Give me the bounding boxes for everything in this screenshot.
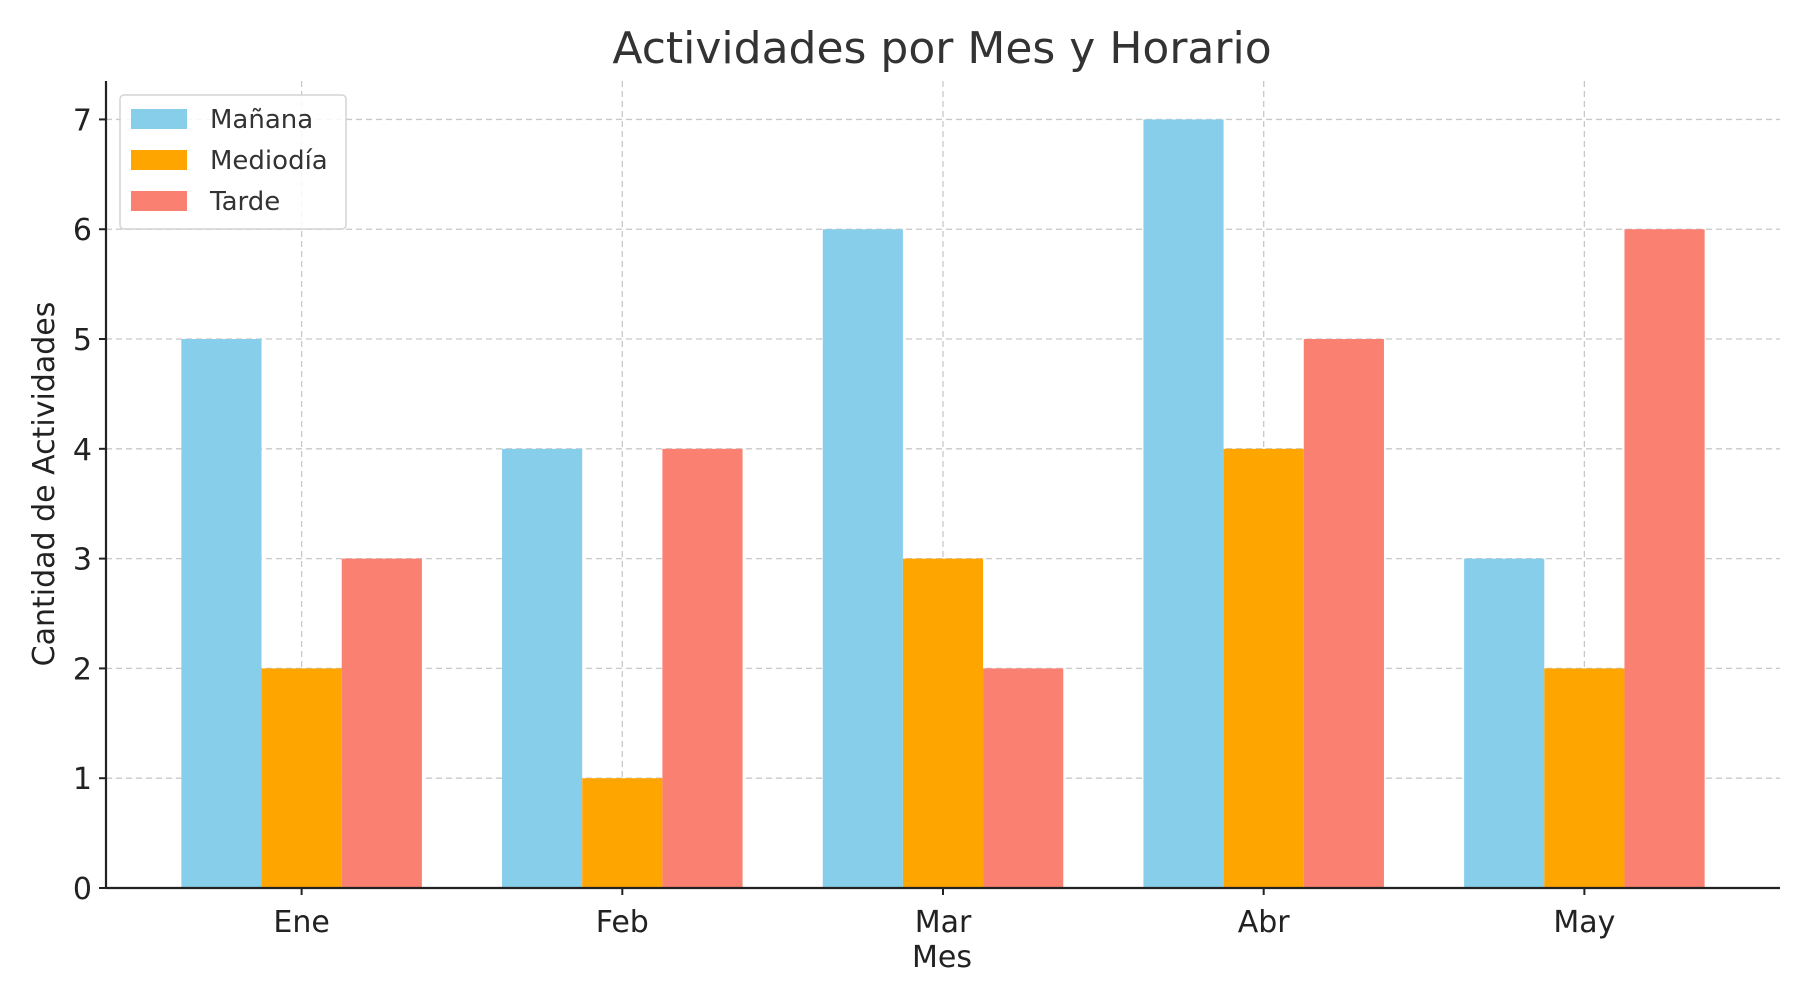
bar bbox=[341, 558, 422, 888]
bar bbox=[582, 778, 663, 888]
bar bbox=[1544, 668, 1625, 888]
legend-swatch bbox=[131, 150, 187, 170]
y-tick-label: 2 bbox=[73, 652, 92, 687]
bar bbox=[181, 339, 262, 889]
y-tick-label: 5 bbox=[73, 323, 92, 358]
y-tick-label: 1 bbox=[73, 762, 92, 797]
y-axis-label: Cantidad de Actividades bbox=[27, 302, 62, 667]
y-tick-label: 4 bbox=[73, 433, 92, 468]
bar bbox=[822, 229, 903, 888]
x-tick-label: Feb bbox=[596, 905, 649, 940]
x-axis-label: Mes bbox=[912, 940, 972, 975]
bars bbox=[181, 119, 1705, 889]
bar bbox=[662, 448, 743, 888]
bar bbox=[983, 668, 1064, 888]
x-tick-label: Abr bbox=[1238, 905, 1291, 940]
bar bbox=[902, 558, 984, 888]
legend-swatch bbox=[131, 191, 187, 211]
y-tick-label: 3 bbox=[73, 543, 92, 578]
bar bbox=[1624, 229, 1705, 888]
bar bbox=[1143, 119, 1224, 888]
bar bbox=[502, 448, 583, 888]
bar bbox=[1223, 448, 1304, 888]
bar bbox=[1464, 558, 1545, 888]
bar bbox=[261, 668, 342, 888]
x-tick-label: Mar bbox=[915, 905, 972, 940]
y-tick-label: 7 bbox=[73, 103, 92, 138]
y-ticks: 0 1 2 3 4 5 6 7 bbox=[73, 103, 106, 907]
x-tick-label: Ene bbox=[273, 905, 329, 940]
bar bbox=[1303, 339, 1384, 889]
chart-title: Actividades por Mes y Horario bbox=[612, 23, 1271, 74]
legend-label: Mediodía bbox=[210, 146, 328, 176]
legend: Mañana Mediodía Tarde bbox=[119, 94, 347, 230]
y-tick-label: 6 bbox=[73, 213, 92, 248]
legend-label: Tarde bbox=[209, 187, 280, 217]
x-ticks: Ene Feb Mar Abr May bbox=[273, 888, 1615, 940]
legend-swatch bbox=[131, 109, 187, 129]
x-tick-label: May bbox=[1553, 905, 1615, 940]
legend-label: Mañana bbox=[210, 105, 313, 135]
y-tick-label: 0 bbox=[73, 872, 92, 907]
